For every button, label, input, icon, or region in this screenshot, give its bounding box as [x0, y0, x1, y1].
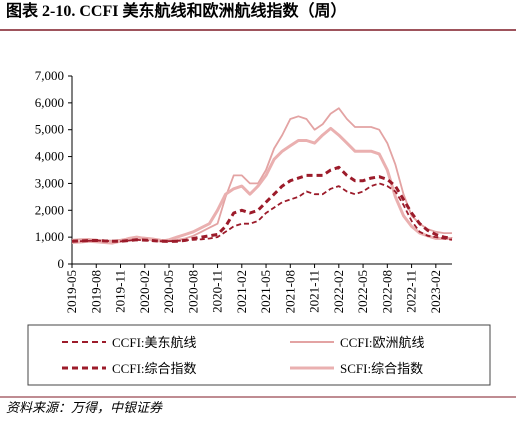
x-tick-label: 2021-05 — [258, 270, 273, 313]
x-tick-label: 2021-11 — [307, 270, 322, 313]
chart-title: 图表 2-10. CCFI 美东航线和欧洲航线指数（周） — [6, 1, 346, 20]
x-tick-label: 2020-05 — [161, 270, 176, 313]
legend-label: CCFI:综合指数 — [112, 361, 197, 376]
source: 资料来源：万得，中银证券 — [6, 400, 163, 415]
x-tick-label: 2022-08 — [379, 270, 394, 313]
series-line — [72, 182, 453, 243]
y-tick-label: 3,000 — [35, 175, 64, 190]
y-tick-label: 7,000 — [35, 68, 64, 83]
y-tick-label: 6,000 — [35, 95, 64, 110]
legend-box — [27, 324, 491, 386]
legend-label: SCFI:综合指数 — [340, 361, 423, 376]
x-tick-label: 2021-08 — [282, 270, 297, 313]
x-tick-label: 2020-08 — [185, 270, 200, 313]
x-tick-label: 2019-05 — [64, 270, 79, 313]
y-tick-label: 4,000 — [35, 149, 64, 164]
x-tick-label: 2022-02 — [331, 270, 346, 313]
y-tick-label: 1,000 — [35, 229, 64, 244]
series-line — [71, 165, 453, 243]
x-tick-label: 2023-02 — [428, 270, 443, 313]
series-line — [71, 107, 452, 242]
x-tick-label: 2020-11 — [210, 270, 225, 313]
x-tick-label: 2021-02 — [234, 270, 249, 313]
x-tick-label: 2020-02 — [137, 270, 152, 313]
x-tick-label: 2019-08 — [88, 270, 103, 313]
y-tick-label: 2,000 — [35, 202, 64, 217]
legend-label: CCFI:欧洲航线 — [340, 335, 425, 350]
x-tick-label: 2019-11 — [113, 270, 128, 313]
x-tick-label: 2022-11 — [404, 270, 419, 313]
series-line — [71, 126, 452, 245]
x-tick-label: 2022-05 — [355, 270, 370, 313]
legend-label: CCFI:美东航线 — [112, 335, 197, 350]
y-tick-label: 5,000 — [35, 122, 64, 137]
y-tick-label: 0 — [58, 256, 65, 271]
